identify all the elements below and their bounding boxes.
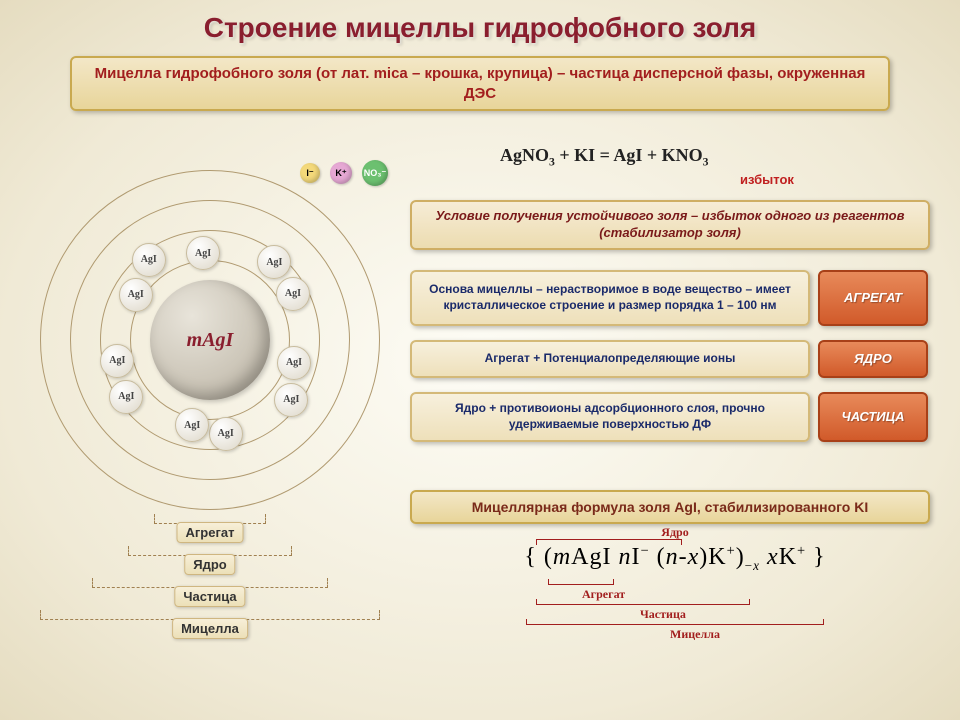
agi-particle: AgI <box>274 383 308 417</box>
excess-label: избыток <box>740 172 794 187</box>
bracket-label-Мицелла: Мицелла <box>172 618 248 639</box>
bracket-label-Ядро: Ядро <box>184 554 235 575</box>
condition-box: Условие получения устойчивого золя – изб… <box>410 200 930 250</box>
micelle-formula: Ядро { (mAgI nI− (n-x)K+)−x xK+ } Агрега… <box>420 525 930 574</box>
desc-label-2: ЧАСТИЦА <box>818 392 928 442</box>
definition-box: Мицелла гидрофобного золя (от лат. mica … <box>70 56 890 111</box>
desc-label-1: ЯДРО <box>818 340 928 378</box>
agi-particle: AgI <box>132 243 166 277</box>
desc-text-0: Основа мицеллы – нерастворимое в воде ве… <box>410 270 810 326</box>
diagram-brackets: Агрегат Ядро Частица Мицелла <box>22 512 398 640</box>
agi-particle: AgI <box>209 417 243 451</box>
desc-row-0: Основа мицеллы – нерастворимое в воде ве… <box>410 270 928 326</box>
reaction-equation: AgNO3 + KI = AgI + KNO3 <box>500 145 708 169</box>
desc-row-1: Агрегат + Потенциалопределяющие ионыЯДРО <box>410 340 928 378</box>
formula-mic-label: Мицелла <box>670 627 720 642</box>
desc-text-1: Агрегат + Потенциалопределяющие ионы <box>410 340 810 378</box>
agi-particle: AgI <box>109 380 143 414</box>
bracket-label-Частица: Частица <box>174 586 245 607</box>
page-title: Строение мицеллы гидрофобного золя <box>0 0 960 52</box>
desc-label-0: АГРЕГАТ <box>818 270 928 326</box>
agi-particle: AgI <box>119 278 153 312</box>
agi-particle: AgI <box>277 346 311 380</box>
formula-core-label: Ядро <box>661 525 688 540</box>
diagram-core: mAgI <box>150 280 270 400</box>
formula-header: Мицеллярная формула золя AgI, стабилизир… <box>410 490 930 524</box>
formula-expression: { (mAgI nI− (n-x)K+)−x xK+ } <box>420 543 930 574</box>
agi-particle: AgI <box>276 277 310 311</box>
desc-row-2: Ядро + противоионы адсорбционного слоя, … <box>410 392 928 442</box>
bracket-label-Агрегат: Агрегат <box>177 522 244 543</box>
desc-text-2: Ядро + противоионы адсорбционного слоя, … <box>410 392 810 442</box>
micelle-diagram: mAgI AgIAgIAgIAgIAgIAgIAgIAgIAgIAgIAgI <box>30 160 390 520</box>
